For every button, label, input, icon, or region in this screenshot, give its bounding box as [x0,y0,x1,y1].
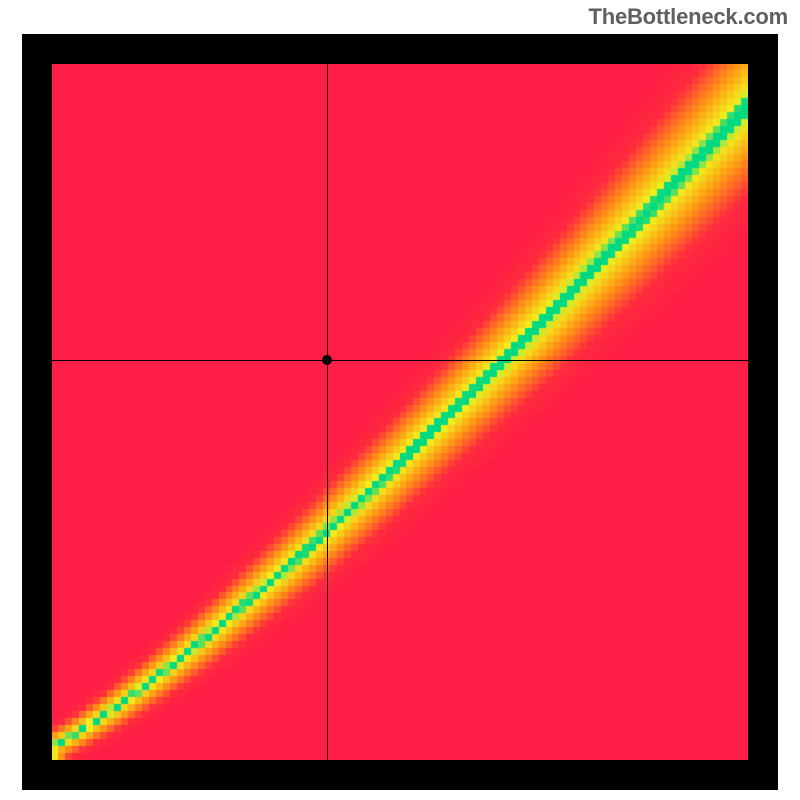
heatmap-canvas [52,64,748,760]
watermark-text: TheBottleneck.com [588,4,788,30]
crosshair-marker [322,355,332,365]
crosshair-vertical [327,64,328,760]
crosshair-horizontal [52,360,748,361]
chart-container: { "watermark": { "text": "TheBottleneck.… [0,0,800,800]
plot-frame [22,34,778,790]
